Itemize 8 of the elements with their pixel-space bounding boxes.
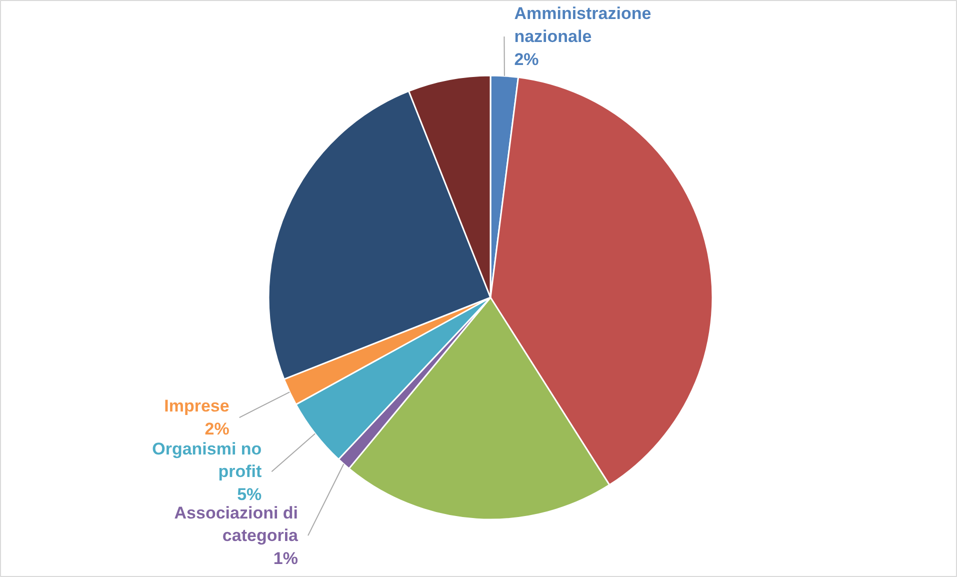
slice-label: Imprese	[164, 396, 230, 416]
data-label: 1%	[273, 548, 298, 568]
data-label: 2%	[204, 419, 230, 438]
data-label: 5%	[237, 484, 262, 504]
slice-label: Associazioni di categoria	[174, 503, 299, 546]
slice-label: Amministrazione nazionale	[514, 4, 652, 46]
slice-label: Organismi no profit	[152, 439, 262, 482]
data-label: 2%	[514, 50, 539, 69]
